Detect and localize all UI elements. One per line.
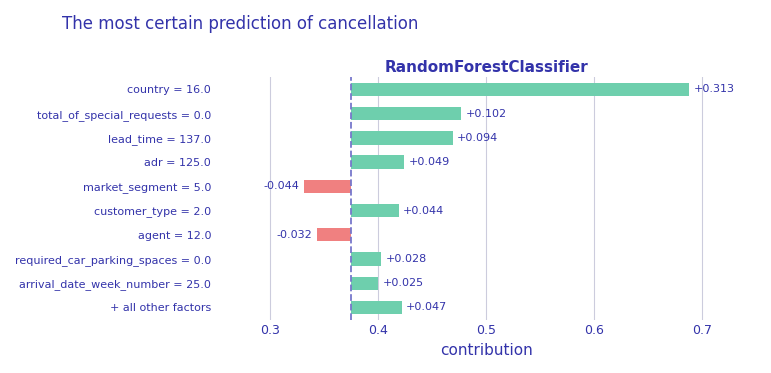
Text: +0.313: +0.313: [693, 84, 734, 94]
Text: +0.049: +0.049: [409, 157, 449, 167]
Bar: [351, 107, 461, 120]
X-axis label: contribution: contribution: [439, 343, 533, 358]
Bar: [351, 277, 378, 290]
Text: +0.028: +0.028: [386, 254, 427, 264]
Title: RandomForestClassifier: RandomForestClassifier: [384, 60, 588, 75]
Bar: [317, 228, 351, 241]
Bar: [351, 301, 402, 314]
Bar: [351, 156, 404, 169]
Bar: [351, 204, 399, 217]
Text: +0.102: +0.102: [466, 109, 507, 119]
Text: The most certain prediction of cancellation: The most certain prediction of cancellat…: [62, 15, 418, 33]
Bar: [351, 83, 689, 96]
Bar: [304, 180, 351, 193]
Text: -0.044: -0.044: [264, 181, 299, 191]
Text: +0.044: +0.044: [403, 206, 444, 216]
Text: +0.025: +0.025: [382, 278, 423, 288]
Bar: [351, 131, 453, 145]
Text: -0.032: -0.032: [277, 230, 312, 240]
Text: +0.094: +0.094: [457, 133, 498, 143]
Text: +0.047: +0.047: [406, 303, 447, 313]
Bar: [351, 253, 382, 266]
